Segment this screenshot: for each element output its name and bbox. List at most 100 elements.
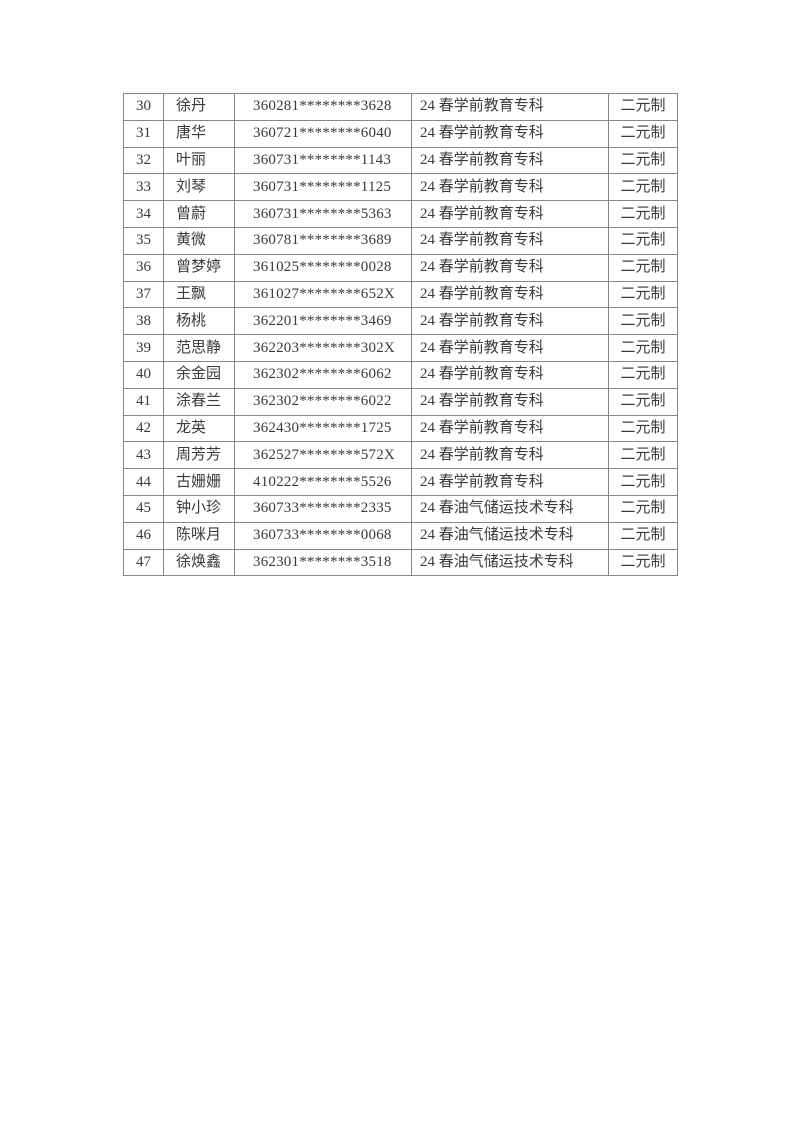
student-name-cell: 钟小珍: [163, 494, 235, 523]
student-name-cell: 徐焕鑫: [163, 548, 235, 577]
row-number-cell: 30: [123, 93, 164, 121]
id-number-cell: 362201********3469: [234, 307, 412, 336]
program-name-cell: 24 春学前教育专科: [411, 360, 609, 389]
row-number-cell: 37: [123, 280, 164, 309]
program-name-cell: 24 春学前教育专科: [411, 200, 609, 228]
id-number-cell: 361027********652X: [234, 280, 412, 309]
student-roster-table: 30 徐丹 360281********3628 24 春学前教育专科 二元制 …: [123, 93, 678, 577]
id-number-cell: 362430********1725: [234, 414, 412, 443]
program-name-cell: 24 春学前教育专科: [411, 146, 609, 175]
id-number-cell: 362302********6022: [234, 387, 412, 416]
id-number-cell: 362301********3518: [234, 548, 412, 577]
study-mode-cell: 二元制: [608, 521, 678, 550]
row-number-cell: 42: [123, 414, 164, 443]
program-name-cell: 24 春学前教育专科: [411, 414, 609, 443]
program-name-cell: 24 春学前教育专科: [411, 334, 609, 362]
row-number-cell: 47: [123, 548, 164, 577]
id-number-cell: 360721********6040: [234, 119, 412, 148]
table-row: 32 叶丽 360731********1143 24 春学前教育专科 二元制: [123, 146, 678, 175]
id-number-cell: 360731********1125: [234, 173, 412, 202]
id-number-cell: 360733********0068: [234, 521, 412, 550]
program-name-cell: 24 春学前教育专科: [411, 387, 609, 416]
student-name-cell: 刘琴: [163, 173, 235, 202]
table-row: 44 古姗姗 410222********5526 24 春学前教育专科 二元制: [123, 468, 678, 496]
row-number-cell: 32: [123, 146, 164, 175]
student-name-cell: 叶丽: [163, 146, 235, 175]
study-mode-cell: 二元制: [608, 173, 678, 202]
table-row: 30 徐丹 360281********3628 24 春学前教育专科 二元制: [123, 93, 678, 121]
program-name-cell: 24 春学前教育专科: [411, 468, 609, 496]
row-number-cell: 39: [123, 334, 164, 362]
study-mode-cell: 二元制: [608, 548, 678, 577]
student-name-cell: 曾梦婷: [163, 253, 235, 282]
program-name-cell: 24 春学前教育专科: [411, 307, 609, 336]
id-number-cell: 410222********5526: [234, 468, 412, 496]
program-name-cell: 24 春学前教育专科: [411, 280, 609, 309]
student-name-cell: 龙英: [163, 414, 235, 443]
program-name-cell: 24 春学前教育专科: [411, 93, 609, 121]
table-row: 45 钟小珍 360733********2335 24 春油气储运技术专科 二…: [123, 494, 678, 523]
table-row: 31 唐华 360721********6040 24 春学前教育专科 二元制: [123, 119, 678, 148]
id-number-cell: 360281********3628: [234, 93, 412, 121]
student-name-cell: 涂春兰: [163, 387, 235, 416]
student-name-cell: 范思静: [163, 334, 235, 362]
student-name-cell: 余金园: [163, 360, 235, 389]
program-name-cell: 24 春学前教育专科: [411, 119, 609, 148]
study-mode-cell: 二元制: [608, 226, 678, 255]
student-name-cell: 曾蔚: [163, 200, 235, 228]
student-name-cell: 古姗姗: [163, 468, 235, 496]
student-name-cell: 周芳芳: [163, 441, 235, 470]
study-mode-cell: 二元制: [608, 119, 678, 148]
table-row: 33 刘琴 360731********1125 24 春学前教育专科 二元制: [123, 173, 678, 202]
study-mode-cell: 二元制: [608, 280, 678, 309]
id-number-cell: 362302********6062: [234, 360, 412, 389]
row-number-cell: 44: [123, 468, 164, 496]
program-name-cell: 24 春油气储运技术专科: [411, 548, 609, 577]
table-row: 47 徐焕鑫 362301********3518 24 春油气储运技术专科 二…: [123, 548, 678, 577]
id-number-cell: 362203********302X: [234, 334, 412, 362]
study-mode-cell: 二元制: [608, 441, 678, 470]
row-number-cell: 36: [123, 253, 164, 282]
row-number-cell: 46: [123, 521, 164, 550]
study-mode-cell: 二元制: [608, 414, 678, 443]
student-roster-body: 30 徐丹 360281********3628 24 春学前教育专科 二元制 …: [123, 93, 678, 577]
study-mode-cell: 二元制: [608, 146, 678, 175]
table-row: 34 曾蔚 360731********5363 24 春学前教育专科 二元制: [123, 200, 678, 228]
study-mode-cell: 二元制: [608, 93, 678, 121]
table-row: 46 陈咪月 360733********0068 24 春油气储运技术专科 二…: [123, 521, 678, 550]
study-mode-cell: 二元制: [608, 494, 678, 523]
table-row: 35 黄微 360781********3689 24 春学前教育专科 二元制: [123, 226, 678, 255]
row-number-cell: 45: [123, 494, 164, 523]
row-number-cell: 40: [123, 360, 164, 389]
id-number-cell: 360731********5363: [234, 200, 412, 228]
table-row: 38 杨桃 362201********3469 24 春学前教育专科 二元制: [123, 307, 678, 336]
row-number-cell: 31: [123, 119, 164, 148]
program-name-cell: 24 春学前教育专科: [411, 253, 609, 282]
study-mode-cell: 二元制: [608, 468, 678, 496]
row-number-cell: 35: [123, 226, 164, 255]
row-number-cell: 34: [123, 200, 164, 228]
table-row: 39 范思静 362203********302X 24 春学前教育专科 二元制: [123, 334, 678, 362]
row-number-cell: 38: [123, 307, 164, 336]
study-mode-cell: 二元制: [608, 360, 678, 389]
student-name-cell: 陈咪月: [163, 521, 235, 550]
study-mode-cell: 二元制: [608, 307, 678, 336]
program-name-cell: 24 春学前教育专科: [411, 441, 609, 470]
id-number-cell: 361025********0028: [234, 253, 412, 282]
row-number-cell: 41: [123, 387, 164, 416]
study-mode-cell: 二元制: [608, 200, 678, 228]
study-mode-cell: 二元制: [608, 253, 678, 282]
row-number-cell: 43: [123, 441, 164, 470]
program-name-cell: 24 春学前教育专科: [411, 226, 609, 255]
id-number-cell: 362527********572X: [234, 441, 412, 470]
table-row: 37 王飘 361027********652X 24 春学前教育专科 二元制: [123, 280, 678, 309]
table-row: 42 龙英 362430********1725 24 春学前教育专科 二元制: [123, 414, 678, 443]
table-row: 41 涂春兰 362302********6022 24 春学前教育专科 二元制: [123, 387, 678, 416]
student-name-cell: 王飘: [163, 280, 235, 309]
study-mode-cell: 二元制: [608, 387, 678, 416]
program-name-cell: 24 春油气储运技术专科: [411, 494, 609, 523]
program-name-cell: 24 春油气储运技术专科: [411, 521, 609, 550]
program-name-cell: 24 春学前教育专科: [411, 173, 609, 202]
table-row: 40 余金园 362302********6062 24 春学前教育专科 二元制: [123, 360, 678, 389]
